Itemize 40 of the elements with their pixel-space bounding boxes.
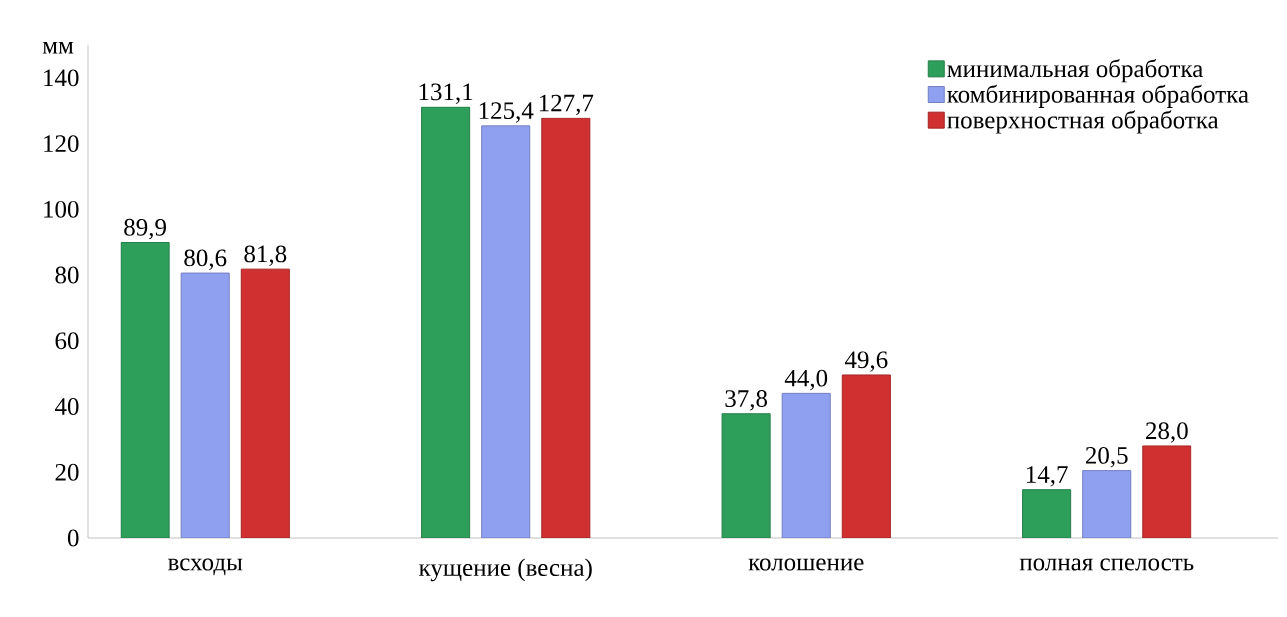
data-label: 81,8	[244, 245, 287, 266]
bar	[180, 272, 230, 538]
data-label: 20,5	[1085, 446, 1128, 468]
x-tick-label: колошение	[748, 558, 864, 571]
bar	[421, 106, 471, 538]
y-tick-label: 60	[55, 332, 79, 350]
y-tick-label: 40	[54, 398, 79, 415]
data-label: 28,0	[1146, 422, 1188, 443]
legend-label: минимальная обработка	[947, 59, 1203, 83]
bar	[1082, 470, 1132, 538]
data-label: 44,0	[784, 369, 828, 391]
y-tick-label: 80	[55, 266, 79, 284]
y-tick-label: 0	[67, 529, 79, 547]
data-label: 89,9	[124, 218, 166, 240]
data-label: 49,6	[844, 351, 888, 372]
data-label: 80,6	[184, 249, 227, 270]
bar	[781, 392, 831, 538]
bar	[721, 413, 771, 538]
bar	[541, 117, 591, 538]
y-tick-label: 120	[44, 135, 79, 153]
bar	[841, 374, 891, 538]
x-tick-label: кущение (весна)	[419, 558, 592, 582]
y-tick-label: 100	[44, 200, 79, 218]
legend-label: комбинированная обработка	[947, 84, 1249, 108]
data-label: 131,1	[419, 83, 473, 104]
bar	[1142, 445, 1192, 538]
bar	[481, 125, 531, 538]
y-tick-label: 20	[55, 463, 79, 481]
bar	[1022, 489, 1072, 538]
data-label: 14,7	[1026, 466, 1068, 487]
bar	[120, 242, 170, 538]
bar	[240, 268, 290, 538]
legend-label: поверхностная обработка	[947, 110, 1219, 134]
data-label: 127,7	[539, 94, 594, 116]
y-axis-title: мм	[42, 41, 74, 54]
x-tick-label: всходы	[168, 558, 243, 576]
data-label: 37,8	[725, 390, 768, 411]
y-tick-label: 140	[44, 69, 79, 87]
data-label: 125,4	[479, 102, 534, 123]
x-tick-label: полная спелость	[1019, 558, 1194, 571]
